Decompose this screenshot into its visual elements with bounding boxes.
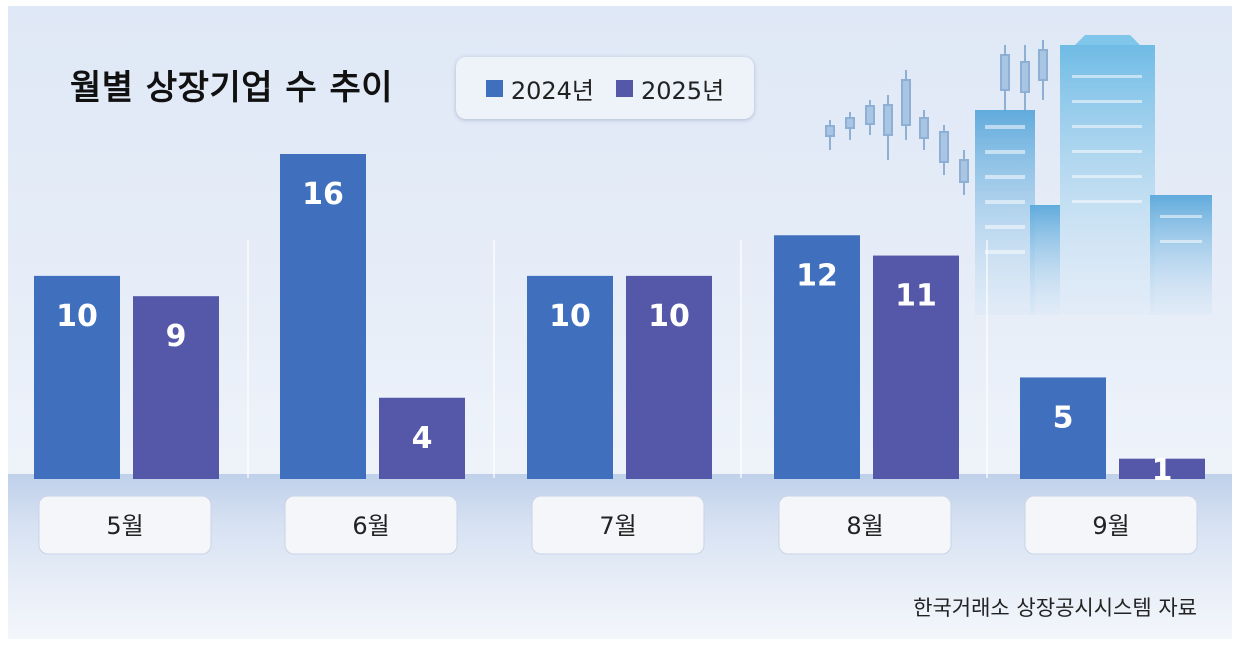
bar-value-label: 16 <box>302 177 344 212</box>
bar-2024-7 <box>527 275 613 479</box>
legend-item-2024: 2024년 <box>485 71 594 106</box>
category-box <box>778 495 952 555</box>
category-label: 8월 <box>846 512 883 540</box>
bar-value-label: 9 <box>166 319 187 354</box>
legend-label-2025: 2025년 <box>641 76 725 105</box>
category-box <box>531 495 705 555</box>
chart-legend: 2024년 2025년 <box>456 57 754 119</box>
chart-title: 월별 상장기업 수 추이 <box>70 68 394 108</box>
legend-label-2024: 2024년 <box>510 76 594 105</box>
category-label: 7월 <box>599 512 636 540</box>
bar-value-label: 11 <box>895 279 937 314</box>
bar-value-label: 4 <box>412 421 433 456</box>
bar-value-label: 12 <box>796 258 838 293</box>
bar-2024-5 <box>34 275 120 479</box>
bar-2025-6 <box>379 397 465 479</box>
category-box <box>38 495 212 555</box>
bar-2024-8 <box>774 235 860 479</box>
category-label: 9월 <box>1092 512 1129 540</box>
bar-2025-9 <box>1119 458 1205 479</box>
category-label: 6월 <box>352 512 389 540</box>
legend-swatch-2025 <box>616 79 633 97</box>
bar-value-label: 10 <box>56 299 98 334</box>
bar-2025-5 <box>133 296 219 479</box>
bar-value-label: 5 <box>1053 400 1074 435</box>
bar-2024-6 <box>280 154 366 479</box>
legend-swatch-2024 <box>485 79 503 97</box>
category-label: 5월 <box>106 512 143 540</box>
legend-item-2025: 2025년 <box>616 71 724 106</box>
bar-2024-9 <box>1020 377 1106 479</box>
bar-2025-7 <box>626 275 712 479</box>
category-box <box>284 495 458 555</box>
bar-value-label: 1 <box>1152 453 1173 488</box>
building-illustration <box>825 35 1212 315</box>
bar-2025-8 <box>873 255 959 479</box>
category-box <box>1024 495 1198 555</box>
bar-value-label: 10 <box>648 299 690 334</box>
bar-value-label: 10 <box>549 299 591 334</box>
source-note: 한국거래소 상장공시시스템 자료 <box>913 596 1197 620</box>
